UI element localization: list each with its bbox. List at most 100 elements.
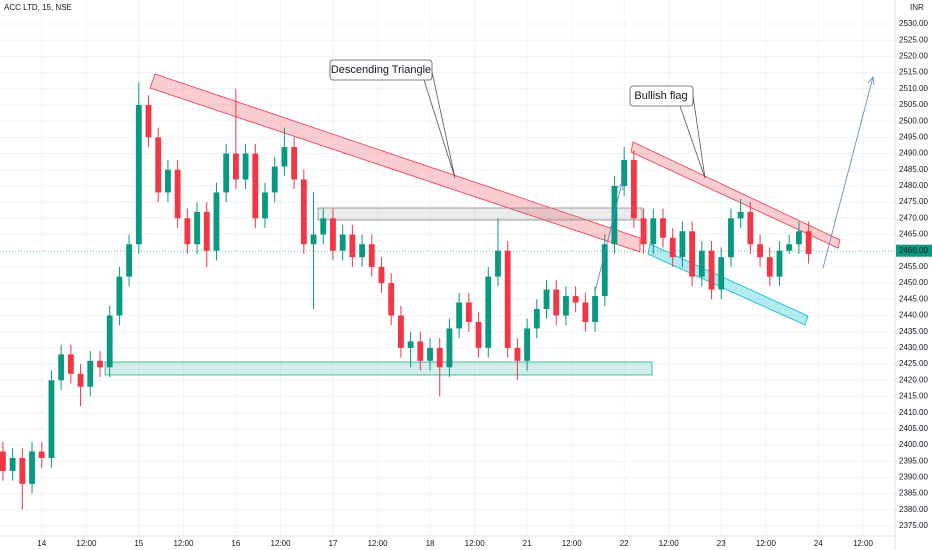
chart-title: ACC LTD, 15, NSE	[4, 3, 72, 12]
candle-body	[572, 296, 579, 303]
x-tick-label: 12:00	[756, 539, 777, 548]
candle-body	[698, 250, 705, 277]
candle-body	[465, 302, 472, 322]
candle-body	[330, 218, 336, 251]
y-tick-label: 2400.00	[899, 440, 928, 449]
callout-box	[629, 85, 694, 107]
support-zone	[104, 361, 653, 376]
candle-body	[708, 250, 715, 290]
candle-body	[582, 302, 589, 322]
candle-body	[805, 231, 812, 254]
y-tick-label: 2380.00	[899, 505, 928, 514]
flag-lower	[647, 243, 809, 326]
candle-body	[630, 160, 637, 219]
candle-body	[77, 373, 84, 387]
candle-body	[242, 153, 249, 180]
y-tick-label: 2445.00	[899, 294, 928, 303]
y-tick-label: 2410.00	[899, 408, 928, 417]
y-tick-label: 2490.00	[899, 149, 928, 158]
y-tick-label: 2395.00	[899, 456, 928, 465]
y-tick-label: 2470.00	[899, 213, 928, 222]
candle-body	[446, 328, 453, 368]
y-tick-label: 2515.00	[899, 68, 928, 77]
candle-body	[29, 451, 35, 484]
candle-body	[184, 218, 191, 245]
y-tick-label: 2500.00	[899, 116, 928, 125]
candle-body	[320, 218, 327, 235]
candle-body	[737, 211, 744, 219]
x-tick-label: 12:00	[173, 539, 194, 548]
x-tick-label: 12:00	[562, 539, 583, 548]
arrow	[822, 76, 874, 269]
candle-body	[300, 179, 307, 245]
y-tick-label: 2510.00	[899, 84, 928, 93]
candle-body	[135, 104, 142, 245]
y-tick-label: 2385.00	[899, 489, 928, 498]
y-tick-label: 2455.00	[899, 262, 928, 271]
candle-body	[669, 237, 676, 258]
x-tick-label: 12:00	[76, 539, 97, 548]
callout-box	[329, 59, 433, 81]
descending-trendline	[149, 73, 641, 253]
flag-upper	[630, 141, 841, 249]
candle-body	[38, 451, 45, 458]
last-price-tag	[896, 244, 932, 257]
candle-body	[776, 250, 783, 277]
y-tick-label: 2520.00	[899, 51, 928, 60]
candle-body	[456, 302, 463, 329]
y-tick-label: 2525.00	[899, 35, 928, 44]
candle-body	[232, 153, 239, 180]
candle-body	[553, 289, 560, 316]
candle-body	[67, 354, 74, 374]
y-tick-label: 2475.00	[899, 197, 928, 206]
candle-body	[417, 341, 424, 361]
y-tick-label: 2420.00	[899, 375, 928, 384]
callout-pointer	[423, 71, 456, 179]
candle-body	[203, 211, 210, 251]
candle-body	[155, 137, 162, 193]
candle-body	[126, 244, 133, 277]
candle-body	[650, 218, 657, 245]
candle-body	[349, 234, 356, 258]
candle-body	[757, 244, 763, 258]
y-tick-label: 2450.00	[899, 278, 928, 287]
candle-body	[766, 257, 773, 277]
arrow	[594, 182, 623, 293]
y-tick-label: 2440.00	[899, 311, 928, 320]
candle-body	[368, 244, 375, 267]
arrow-head	[867, 76, 875, 86]
candle-body	[174, 169, 181, 219]
arrows	[594, 76, 875, 293]
y-tick-label: 2530.00	[899, 19, 928, 28]
y-tick-label: 2485.00	[899, 165, 928, 174]
y-tick-label: 2405.00	[899, 424, 928, 433]
candle-body	[9, 457, 16, 471]
candle-body	[359, 244, 365, 258]
candle-body	[504, 250, 511, 348]
candle-body	[339, 234, 346, 251]
candle-body	[165, 169, 171, 193]
arrow-head	[616, 182, 624, 191]
x-tick-label: 21	[523, 539, 532, 548]
candle-body	[660, 218, 666, 238]
candle-body	[718, 257, 725, 290]
y-tick-label: 2415.00	[899, 392, 928, 401]
candle-body	[679, 231, 686, 258]
candle-body	[543, 289, 550, 310]
last-price-label: 2460.00	[899, 246, 928, 255]
candle-body	[689, 231, 696, 277]
annotation: Descending Triangle	[331, 64, 431, 76]
candle-body	[116, 276, 123, 316]
candle-body	[640, 218, 647, 245]
candle-body	[485, 276, 492, 348]
candle-body	[563, 296, 569, 316]
candle-body	[194, 211, 200, 245]
candle-body	[475, 321, 482, 348]
y-tick-label: 2435.00	[899, 327, 928, 336]
y-tick-label: 2430.00	[899, 343, 928, 352]
candle-body	[0, 451, 6, 471]
candle-body	[436, 347, 443, 368]
candle-body	[495, 250, 501, 277]
